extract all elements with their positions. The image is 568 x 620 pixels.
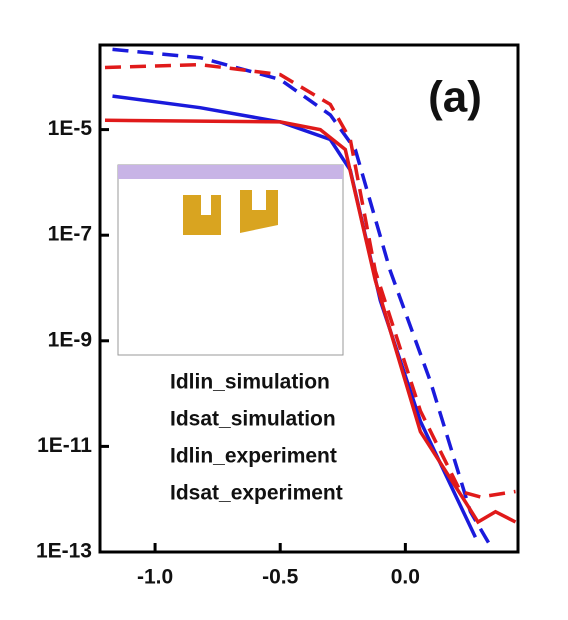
y-tick-label: 1E-11 (37, 434, 92, 457)
x-tick-label: -1.0 (137, 566, 173, 589)
plot-frame (98, 43, 520, 554)
series-line (112, 94, 477, 539)
y-tick-label: 1E-9 (48, 328, 92, 351)
legend-label: Idlin_simulation (170, 371, 330, 394)
legend-label: Idlin_experiment (170, 445, 337, 468)
y-tick-label: 1E-13 (36, 540, 92, 563)
series-line (104, 62, 516, 499)
series-line (112, 47, 493, 547)
x-tick-label: -0.5 (262, 566, 299, 589)
legend-label: Idsat_experiment (170, 482, 343, 505)
legend-label: Idsat_simulation (170, 408, 336, 431)
inset-image (117, 164, 344, 356)
x-tick-label: 0.0 (391, 566, 420, 589)
series-line (104, 118, 517, 525)
y-tick-label: 1E-5 (48, 117, 93, 140)
panel-label: (a) (428, 73, 482, 122)
y-tick-label: 1E-7 (48, 223, 92, 246)
